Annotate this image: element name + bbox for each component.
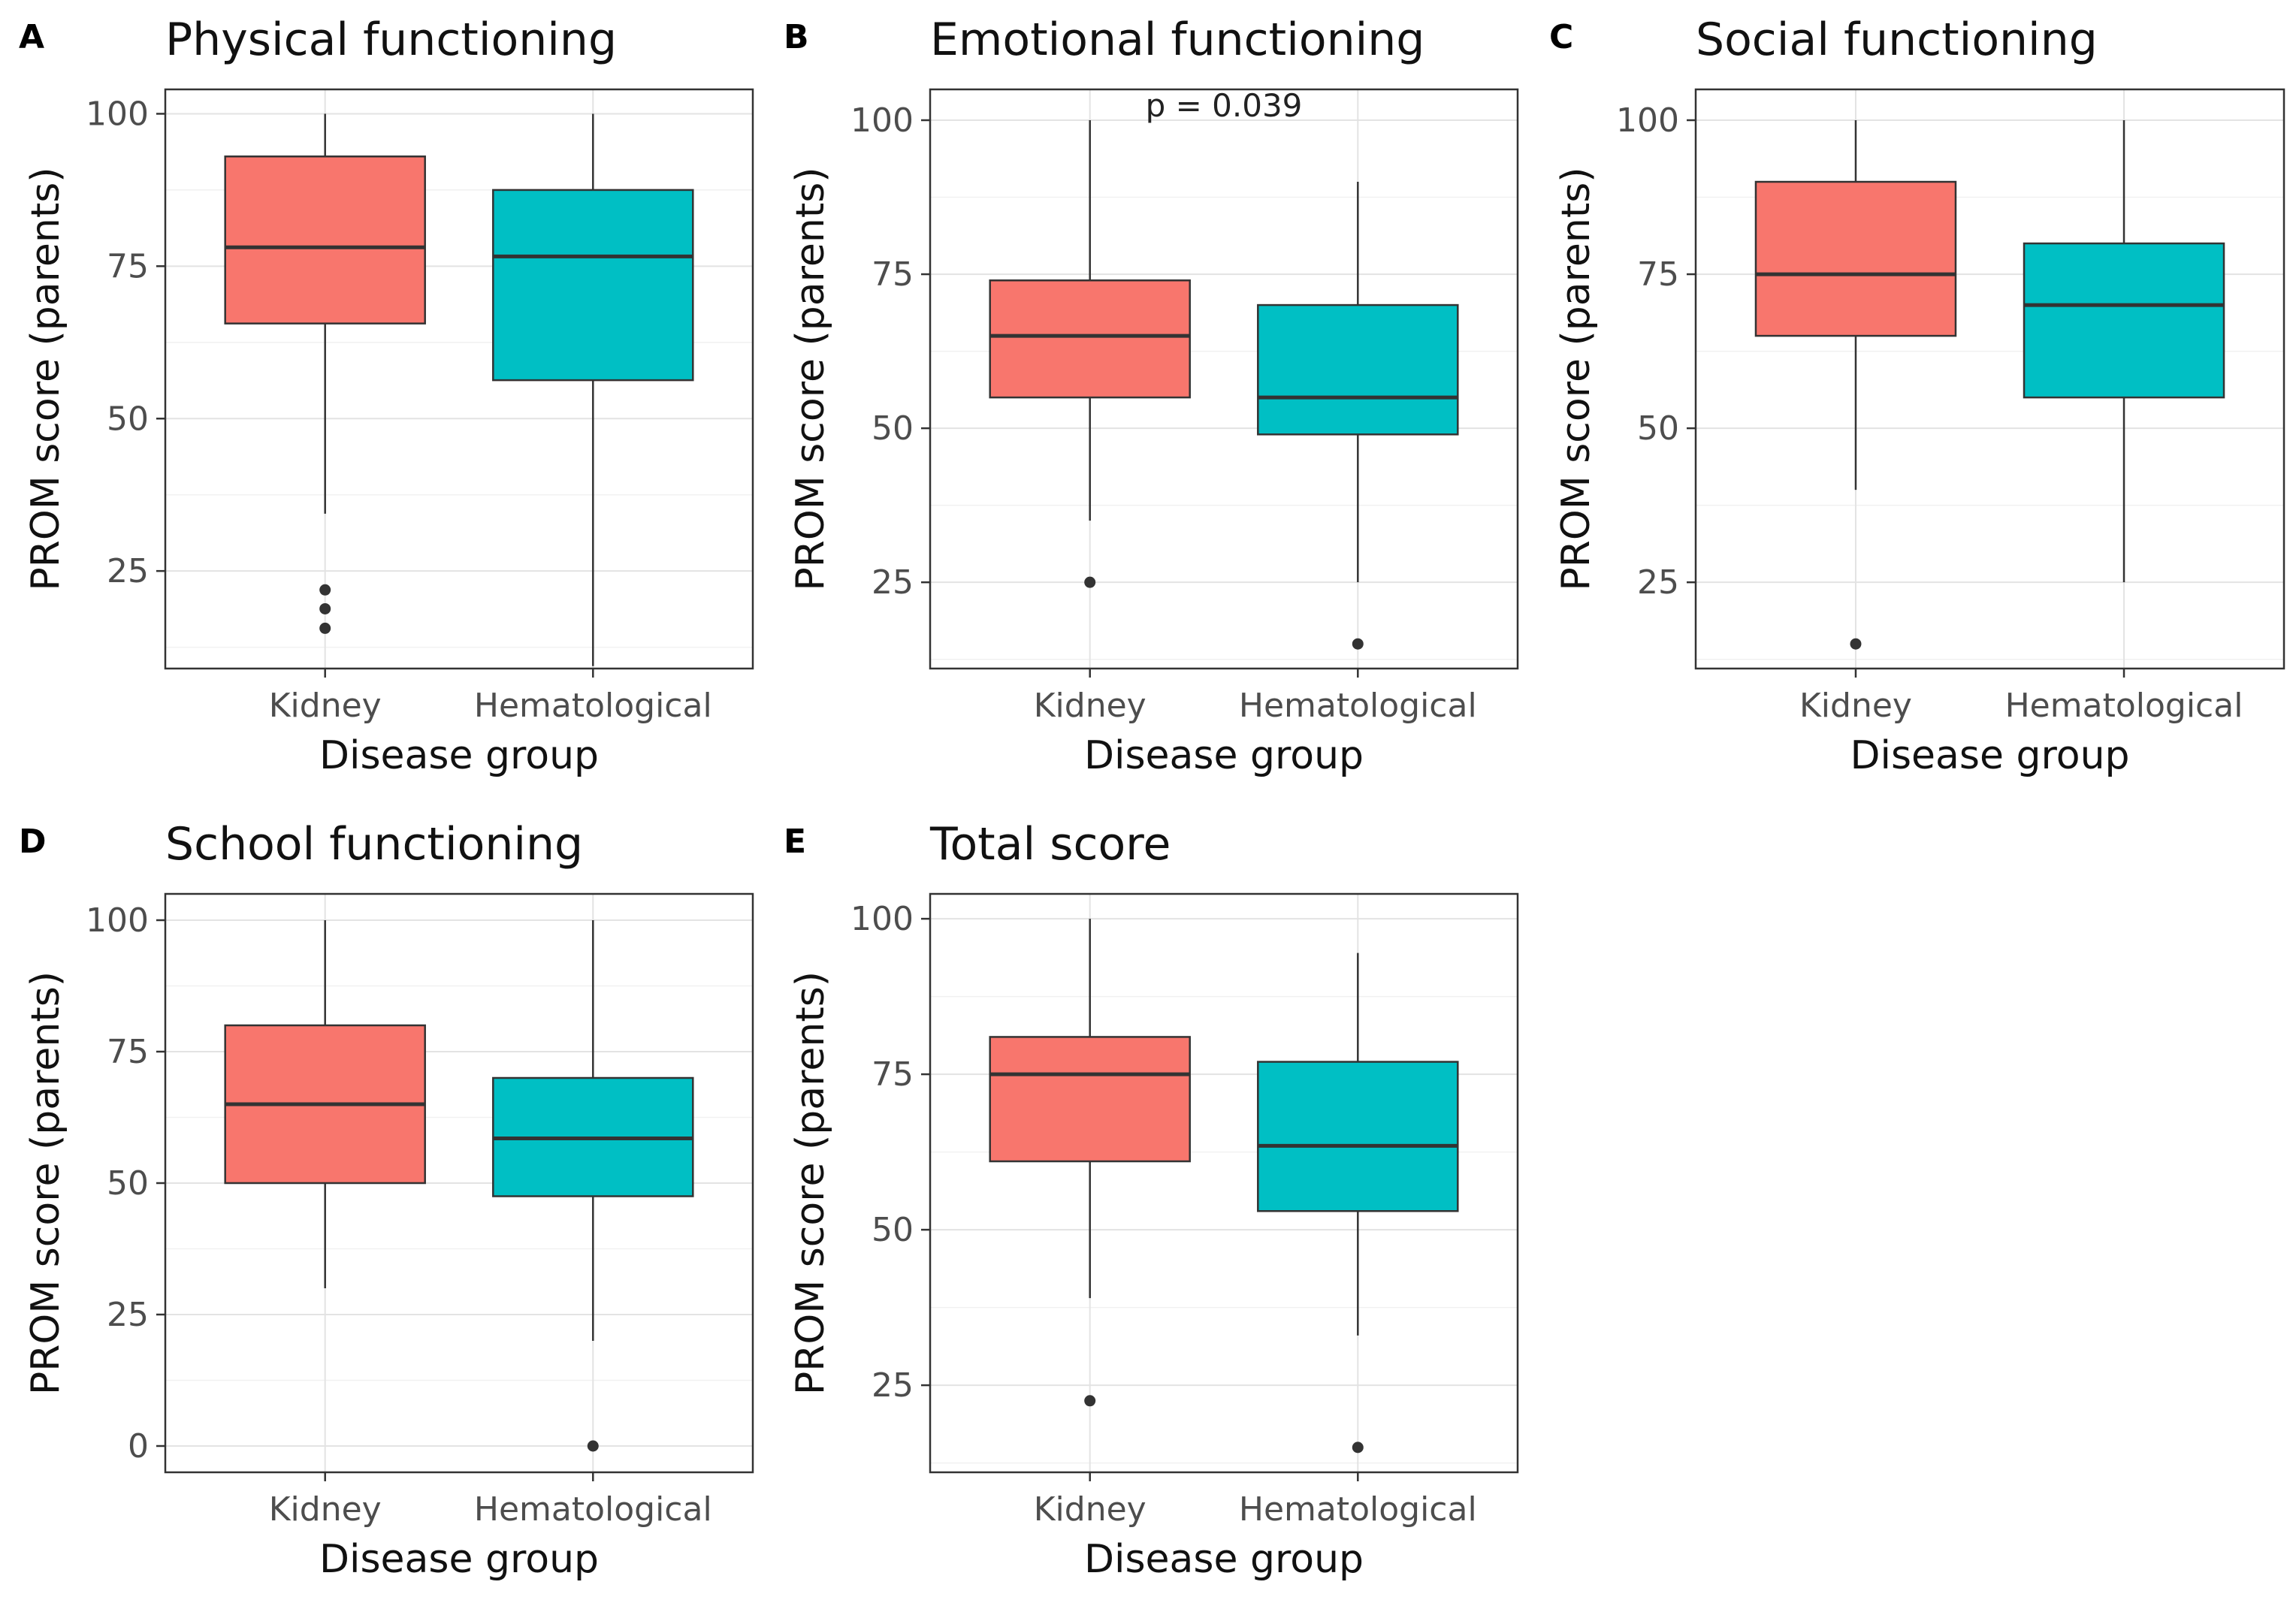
box-hematological (1257, 952, 1459, 1454)
y-tick-label: 100 (850, 101, 914, 140)
x-tick-label: Hematological (474, 687, 712, 725)
y-tick-label: 25 (107, 552, 149, 590)
panel-a: A Physical functioning 25 50 75 100 Kidney Hema… (19, 14, 754, 778)
outlier-point (1352, 638, 1364, 650)
y-tick-label: 25 (872, 563, 914, 602)
panel-d: D School functioning 0 25 50 75 100 Kidney Hemat… (19, 818, 754, 1582)
panel-c: C Social functioning 25 50 75 100 Kidney Hemato… (1549, 14, 2285, 778)
panel-title: Social functioning (1696, 14, 2098, 66)
panel-letter: B (784, 18, 809, 56)
y-tick-label: 75 (107, 1033, 149, 1071)
x-axis-title: Disease group (319, 733, 599, 778)
plot-frame (929, 892, 1519, 1474)
x-tick-label: Hematological (1239, 687, 1477, 725)
box-hematological (492, 113, 694, 666)
y-tick-label: 75 (872, 255, 914, 294)
panel-title: Emotional functioning (930, 14, 1424, 66)
y-tick-label: 100 (1616, 101, 1679, 140)
plot-frame (1694, 88, 2285, 670)
iqr-box (1257, 1061, 1459, 1212)
box-hematological (1257, 182, 1459, 650)
outlier-point (587, 1440, 599, 1452)
box-hematological (492, 920, 694, 1452)
outlier-point (1850, 638, 1862, 650)
x-tick-label: Kidney (1799, 687, 1912, 725)
box-kidney (224, 113, 426, 634)
y-tick-label: 75 (872, 1055, 914, 1094)
x-tick-label: Kidney (269, 1490, 382, 1529)
x-axis-title: Disease group (1850, 733, 2129, 778)
outlier-point (1084, 1395, 1096, 1407)
y-axis-title: PROM score (parents) (788, 167, 833, 590)
x-tick-label: Kidney (269, 687, 382, 725)
y-tick-label: 25 (107, 1296, 149, 1334)
panel-title: Physical functioning (165, 14, 617, 66)
x-tick-label: Hematological (474, 1490, 712, 1529)
iqr-box (989, 1036, 1191, 1163)
iqr-box (492, 189, 694, 382)
box-hematological (2023, 120, 2225, 583)
panel-letter: E (784, 823, 806, 861)
outlier-point (1352, 1441, 1364, 1454)
panel-letter: A (19, 18, 44, 56)
outlier-point (319, 622, 331, 634)
box-kidney (224, 920, 426, 1288)
plot-frame (929, 88, 1519, 670)
y-tick-label: 25 (872, 1366, 914, 1405)
y-axis-title: PROM score (parents) (788, 971, 833, 1395)
panel-b: B Emotional functioning 25 50 75 100 Kidney Hem… (784, 14, 1519, 778)
outlier-point (319, 584, 331, 596)
x-tick-label: Hematological (1239, 1490, 1477, 1529)
y-tick-label: 75 (1637, 255, 1679, 294)
iqr-box (989, 279, 1191, 399)
box-kidney (989, 120, 1191, 588)
x-axis-title: Disease group (319, 1537, 599, 1582)
x-tick-label: Kidney (1034, 687, 1146, 725)
iqr-box (1754, 180, 1957, 337)
panel-e: E Total score 25 50 75 100 Kidney Hematological… (784, 818, 1519, 1582)
y-tick-label: 100 (86, 901, 149, 940)
y-tick-label: 50 (107, 1164, 149, 1203)
y-tick-label: 50 (1637, 409, 1679, 448)
y-tick-label: 100 (86, 95, 149, 133)
y-axis-title: PROM score (parents) (23, 167, 68, 590)
iqr-box (1257, 303, 1459, 436)
y-tick-label: 0 (128, 1427, 149, 1466)
iqr-box (2023, 242, 2225, 399)
x-tick-label: Kidney (1034, 1490, 1146, 1529)
x-tick-label: Hematological (2005, 687, 2243, 725)
plot-frame (164, 88, 754, 670)
iqr-box (224, 155, 426, 325)
y-tick-label: 25 (1637, 563, 1679, 602)
panel-title: School functioning (165, 818, 583, 871)
box-kidney (1754, 120, 1957, 650)
x-axis-title: Disease group (1084, 1537, 1364, 1582)
outlier-point (1084, 576, 1096, 588)
y-tick-label: 50 (872, 409, 914, 448)
y-tick-label: 50 (872, 1211, 914, 1249)
p-value-annotation: p = 0.039 (1146, 87, 1303, 124)
y-tick-label: 100 (850, 900, 914, 938)
panel-letter: C (1549, 18, 1573, 56)
panel-title: Total score (929, 818, 1171, 871)
x-axis-title: Disease group (1084, 733, 1364, 778)
y-tick-label: 75 (107, 247, 149, 285)
outlier-point (319, 602, 331, 614)
panel-letter: D (19, 823, 47, 861)
y-tick-label: 50 (107, 400, 149, 438)
box-kidney (989, 919, 1191, 1407)
y-axis-title: PROM score (parents) (1554, 167, 1599, 590)
y-axis-title: PROM score (parents) (23, 971, 68, 1395)
